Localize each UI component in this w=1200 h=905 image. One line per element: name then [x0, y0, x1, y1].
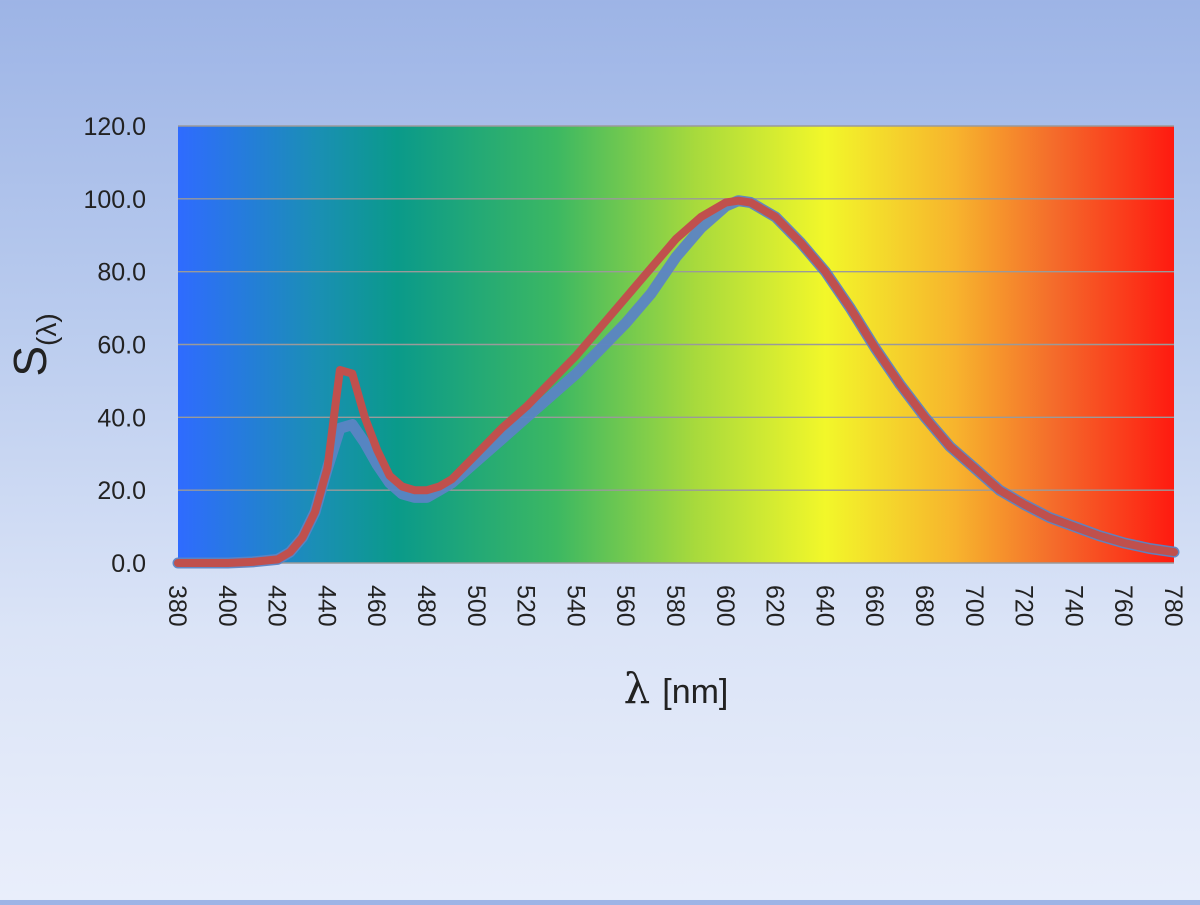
x-axis-label-symbol: λ	[624, 664, 651, 713]
x-tick-label: 680	[910, 585, 938, 627]
x-tick-label: 400	[213, 585, 241, 627]
x-tick-label: 660	[860, 585, 888, 627]
y-tick-label: 60.0	[97, 332, 146, 360]
x-tick-label: 600	[711, 585, 739, 627]
x-tick-label: 640	[810, 585, 838, 627]
x-tick-label: 560	[611, 585, 639, 627]
x-axis-ticks: 380 400 420 440 460 480 500 520 540 560 580 600 620 6…	[163, 585, 1187, 627]
series-line-red	[174, 196, 1178, 567]
y-axis-label-main: S	[4, 346, 56, 377]
x-tick-label: 420	[263, 585, 291, 627]
x-tick-label: 740	[1059, 585, 1087, 627]
x-tick-label: 720	[1010, 585, 1038, 627]
x-tick-label: 460	[362, 585, 390, 627]
y-axis-label-sub: (λ)	[31, 313, 62, 346]
x-tick-label: 380	[163, 585, 191, 627]
x-axis-label: λ [nm]	[624, 664, 729, 713]
y-tick-label: 20.0	[97, 477, 146, 505]
x-tick-label: 480	[412, 585, 440, 627]
x-tick-label: 760	[1109, 585, 1137, 627]
gridlines	[178, 125, 1174, 564]
x-tick-label: 520	[512, 585, 540, 627]
series-lines	[172, 195, 1180, 569]
x-tick-label: 620	[761, 585, 789, 627]
y-axis-ticks: 0.0 20.0 40.0 60.0 80.0 100.0 120.0	[83, 113, 146, 578]
x-tick-label: 780	[1159, 585, 1187, 627]
x-tick-label: 440	[312, 585, 340, 627]
x-tick-label: 700	[960, 585, 988, 627]
x-tick-label: 500	[462, 585, 490, 627]
y-tick-label: 0.0	[111, 550, 146, 578]
y-tick-label: 40.0	[97, 404, 146, 432]
y-axis-label: S(λ)	[4, 313, 62, 376]
x-tick-label: 540	[561, 585, 589, 627]
x-tick-label: 580	[661, 585, 689, 627]
y-tick-label: 120.0	[83, 113, 146, 141]
y-tick-label: 100.0	[83, 186, 146, 214]
y-tick-label: 80.0	[97, 259, 146, 287]
x-axis-label-unit: [nm]	[662, 673, 728, 711]
